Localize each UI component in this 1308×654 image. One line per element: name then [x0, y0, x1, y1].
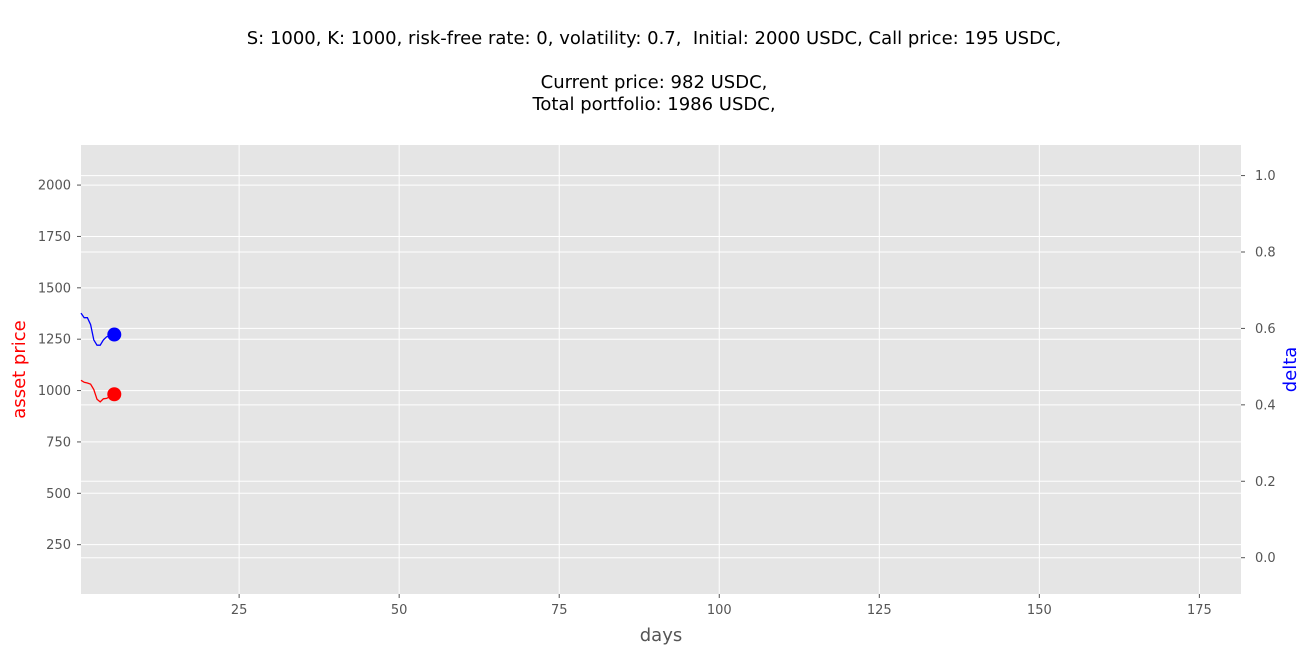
right-tick-label: 0.0 [1255, 551, 1276, 566]
right-tick-label: 0.2 [1255, 475, 1276, 490]
x-tick-label: 100 [707, 603, 732, 618]
right-y-ticks: 0.0 0.2 0.4 0.6 0.8 1.0 [1241, 169, 1276, 566]
right-y-axis-label: delta [1280, 347, 1301, 393]
chart-title-line3: Total portfolio: 1986 USDC, [532, 94, 776, 115]
asset-price-marker [107, 387, 122, 402]
x-axis-label: days [640, 625, 683, 646]
x-tick-label: 175 [1187, 603, 1212, 618]
x-tick-label: 50 [391, 603, 408, 618]
gridlines [81, 145, 1241, 594]
delta-marker [107, 327, 122, 342]
left-tick-label: 250 [46, 538, 71, 553]
x-ticks: 25 50 75 100 125 150 175 [231, 594, 1212, 618]
chart-title-line1: S: 1000, K: 1000, risk-free rate: 0, vol… [246, 28, 1062, 49]
left-tick-label: 1250 [38, 333, 71, 348]
left-tick-label: 750 [46, 435, 71, 450]
left-tick-label: 1000 [38, 384, 71, 399]
left-y-ticks: 250 500 750 1000 1250 1500 1750 2000 [38, 179, 81, 553]
x-tick-label: 75 [551, 603, 568, 618]
right-tick-label: 0.8 [1255, 245, 1276, 260]
asset-price-line [80, 379, 115, 403]
left-tick-label: 2000 [38, 179, 71, 194]
x-tick-label: 150 [1027, 603, 1052, 618]
x-tick-label: 125 [867, 603, 892, 618]
right-tick-label: 0.4 [1255, 398, 1276, 413]
left-y-axis-label: asset price [9, 320, 30, 418]
chart-title-line2: Current price: 982 USDC, [540, 72, 768, 93]
left-tick-label: 1500 [38, 281, 71, 296]
plot-area [81, 145, 1241, 594]
series-layer [80, 312, 122, 403]
right-tick-label: 0.6 [1255, 322, 1276, 337]
x-tick-label: 25 [231, 603, 248, 618]
left-tick-label: 1750 [38, 230, 71, 245]
left-tick-label: 500 [46, 487, 71, 502]
right-tick-label: 1.0 [1255, 169, 1276, 184]
